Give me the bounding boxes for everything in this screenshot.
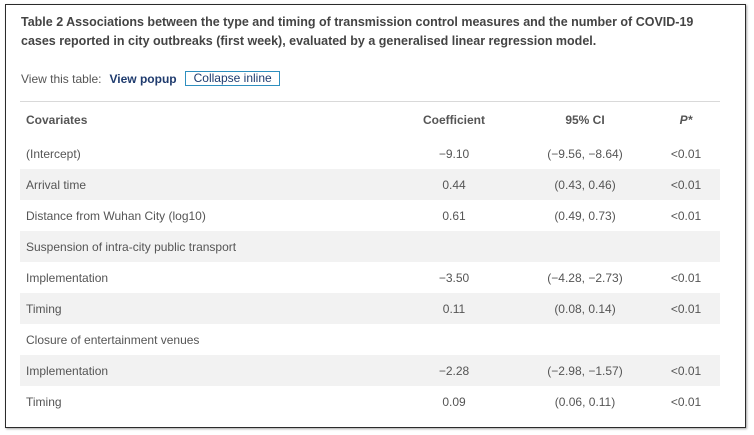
cell-ci: (0.49, 0.73): [554, 208, 616, 223]
cell-covariate: Suspension of intra-city public transpor…: [26, 239, 237, 254]
cell-p-value: <0.01: [670, 363, 702, 378]
view-table-label: View this table:: [21, 71, 102, 86]
collapse-inline-link[interactable]: Collapse inline: [184, 71, 280, 86]
cell-ci: (−4.28, −2.73): [547, 270, 623, 285]
table-row: Timing 0.09 (0.06, 0.11) <0.01: [20, 386, 720, 417]
cell-p-value: <0.01: [670, 146, 702, 161]
header-row: Covariates Coefficient 95% CI P*: [20, 101, 720, 139]
cell-covariate: (Intercept): [26, 146, 81, 161]
cell-coefficient: −2.28: [438, 363, 470, 378]
header-ci: 95% CI: [565, 113, 605, 127]
table-row: Timing 0.11 (0.08, 0.14) <0.01: [20, 293, 720, 324]
cell-ci: (0.08, 0.14): [554, 301, 616, 316]
regression-table: Covariates Coefficient 95% CI P* (Interc…: [20, 101, 720, 417]
regression-table-container: Covariates Coefficient 95% CI P* (Interc…: [20, 101, 720, 417]
cell-covariate: Implementation: [26, 363, 109, 378]
header-coefficient: Coefficient: [422, 113, 485, 127]
header-p-value: P*: [679, 113, 693, 127]
cell-coefficient: −3.50: [438, 270, 470, 285]
cell-covariate: Timing: [26, 301, 62, 316]
cell-covariate: Timing: [26, 394, 62, 409]
cell-coefficient: 0.44: [442, 177, 466, 192]
cell-ci: (−9.56, −8.64): [547, 146, 623, 161]
cell-coefficient: 0.61: [442, 208, 466, 223]
cell-covariate: Implementation: [26, 270, 109, 285]
cell-coefficient: 0.09: [442, 394, 466, 409]
cell-p-value: [652, 231, 720, 262]
cell-coefficient: [390, 231, 518, 262]
cell-p-value: <0.01: [670, 301, 702, 316]
table-header: Covariates Coefficient 95% CI P*: [20, 101, 720, 139]
cell-coefficient: 0.11: [442, 301, 466, 316]
table-panel: Table 2 Associations between the type an…: [5, 4, 746, 428]
table-row: Distance from Wuhan City (log10) 0.61 (0…: [20, 200, 720, 231]
table-caption: Table 2 Associations between the type an…: [21, 13, 731, 51]
table-row: Arrival time 0.44 (0.43, 0.46) <0.01: [20, 169, 720, 200]
cell-covariate: Closure of entertainment venues: [26, 332, 200, 347]
cell-ci: [518, 324, 652, 355]
cell-ci: (0.43, 0.46): [554, 177, 616, 192]
cell-ci: (0.06, 0.11): [554, 394, 616, 409]
cell-p-value: <0.01: [670, 177, 702, 192]
view-table-controls: View this table: View popup Collapse inl…: [21, 71, 280, 86]
cell-coefficient: −9.10: [438, 146, 470, 161]
table-row: Implementation −3.50 (−4.28, −2.73) <0.0…: [20, 262, 720, 293]
cell-p-value: [652, 324, 720, 355]
table-row: Implementation −2.28 (−2.98, −1.57) <0.0…: [20, 355, 720, 386]
cell-covariate: Distance from Wuhan City (log10): [26, 208, 206, 223]
table-body: (Intercept) −9.10 (−9.56, −8.64) <0.01 A…: [20, 138, 720, 417]
cell-p-value: <0.01: [670, 394, 702, 409]
cell-ci: [518, 231, 652, 262]
view-popup-link[interactable]: View popup: [109, 71, 177, 86]
table-row-group-header: Suspension of intra-city public transpor…: [20, 231, 720, 262]
cell-p-value: <0.01: [670, 270, 702, 285]
header-covariates: Covariates: [26, 113, 88, 127]
cell-p-value: <0.01: [670, 208, 702, 223]
cell-ci: (−2.98, −1.57): [547, 363, 623, 378]
cell-coefficient: [390, 324, 518, 355]
table-row-group-header: Closure of entertainment venues: [20, 324, 720, 355]
caption-text: Table 2 Associations between the type an…: [21, 15, 694, 48]
cell-covariate: Arrival time: [26, 177, 87, 192]
table-row: (Intercept) −9.10 (−9.56, −8.64) <0.01: [20, 138, 720, 169]
